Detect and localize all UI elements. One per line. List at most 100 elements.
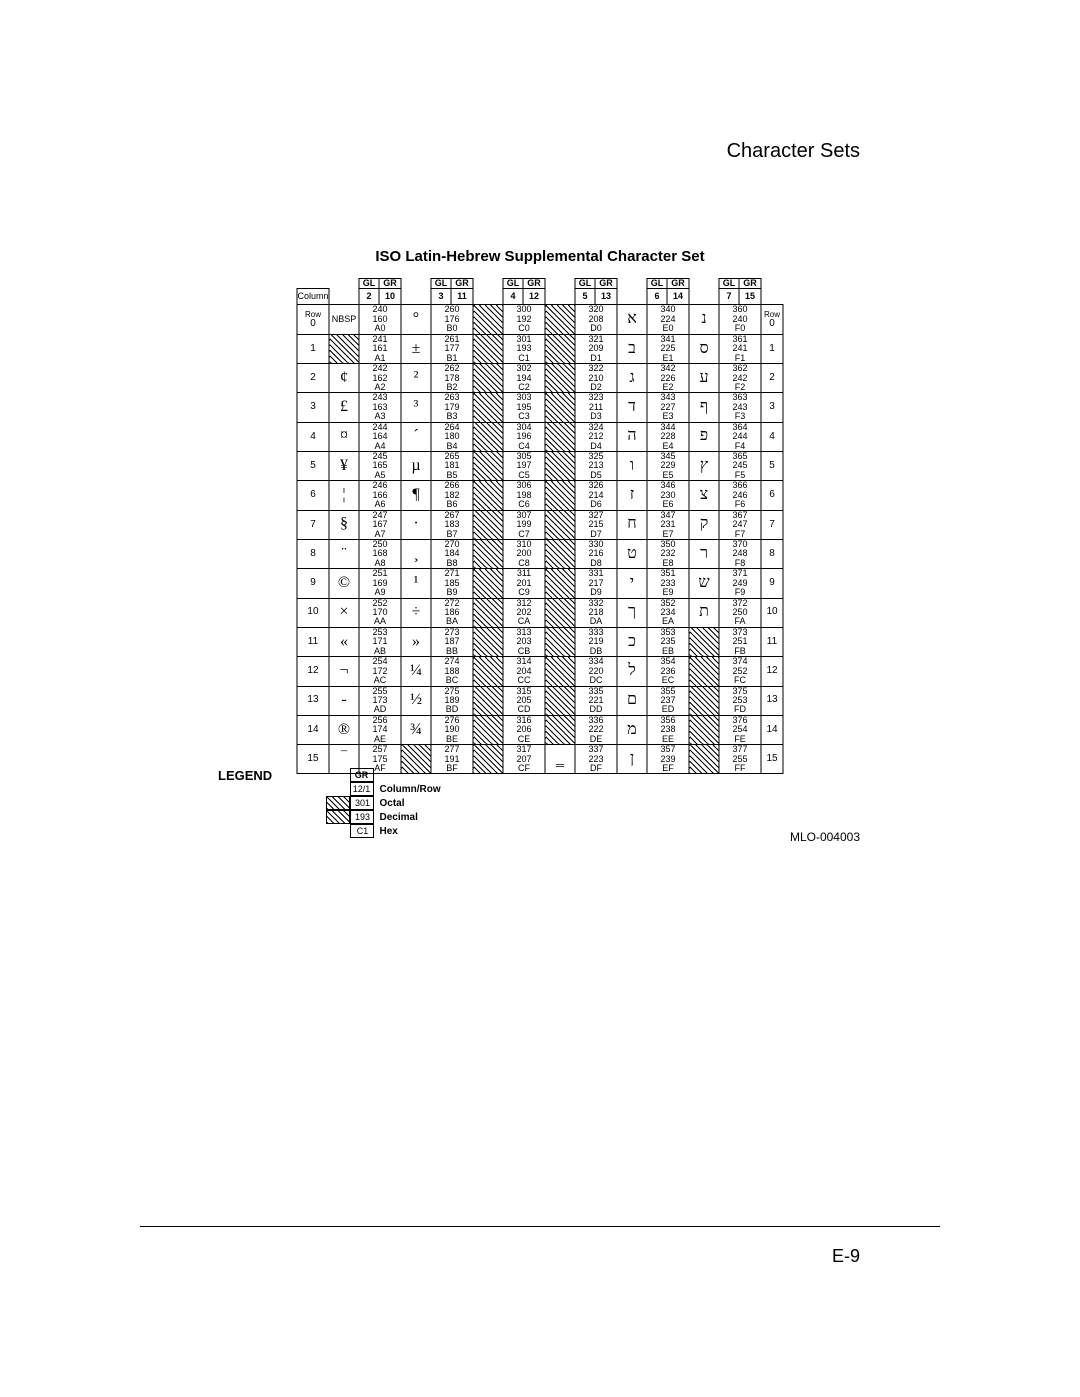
legend-decimal-text: Decimal bbox=[374, 812, 441, 823]
code-cell: 274188BC bbox=[431, 657, 473, 686]
header-gr: GR bbox=[523, 279, 545, 289]
glyph-cell: ן bbox=[617, 745, 647, 774]
code-cell: 242162A2 bbox=[359, 364, 401, 393]
code-cell: 323211D3 bbox=[575, 393, 617, 422]
glyph-cell bbox=[545, 305, 575, 334]
col-gl-4: 4 bbox=[503, 289, 523, 305]
col-gl-7: 7 bbox=[719, 289, 739, 305]
glyph-cell bbox=[545, 657, 575, 686]
glyph-cell bbox=[473, 569, 503, 598]
code-cell: 341225E1 bbox=[647, 334, 689, 363]
code-cell: 316206CE bbox=[503, 715, 545, 744]
glyph-cell bbox=[545, 539, 575, 568]
code-cell: 347231E7 bbox=[647, 510, 689, 539]
code-cell: 373251FB bbox=[719, 627, 761, 656]
legend-octal-sample: 301 bbox=[350, 796, 374, 810]
glyph-cell bbox=[473, 452, 503, 481]
glyph-cell bbox=[689, 745, 719, 774]
code-cell: 303195C3 bbox=[503, 393, 545, 422]
code-cell: 324212D4 bbox=[575, 422, 617, 451]
row-label-right: 13 bbox=[761, 686, 783, 715]
code-cell: 333219DB bbox=[575, 627, 617, 656]
glyph-cell: ¼ bbox=[401, 657, 431, 686]
code-cell: 336222DE bbox=[575, 715, 617, 744]
row-label-right: Row0 bbox=[761, 305, 783, 334]
code-cell: 362242F2 bbox=[719, 364, 761, 393]
header-gr: GR bbox=[667, 279, 689, 289]
header-gr: GR bbox=[739, 279, 761, 289]
code-cell: 261177B1 bbox=[431, 334, 473, 363]
glyph-cell: פ bbox=[689, 422, 719, 451]
glyph-cell: ¾ bbox=[401, 715, 431, 744]
code-cell: 342226E2 bbox=[647, 364, 689, 393]
code-cell: 270184B8 bbox=[431, 539, 473, 568]
row-label-right: 14 bbox=[761, 715, 783, 744]
glyph-cell: ° bbox=[401, 305, 431, 334]
glyph-cell bbox=[689, 657, 719, 686]
glyph-cell: ך bbox=[617, 598, 647, 627]
code-cell: 272186BA bbox=[431, 598, 473, 627]
code-cell: 377255FF bbox=[719, 745, 761, 774]
glyph-cell bbox=[545, 364, 575, 393]
code-cell: 337223DF bbox=[575, 745, 617, 774]
code-cell: 357239EF bbox=[647, 745, 689, 774]
code-cell: 345229E5 bbox=[647, 452, 689, 481]
code-cell: 322210D2 bbox=[575, 364, 617, 393]
code-cell: 241161A1 bbox=[359, 334, 401, 363]
glyph-cell bbox=[473, 364, 503, 393]
code-cell: 374252FC bbox=[719, 657, 761, 686]
glyph-cell: ½ bbox=[401, 686, 431, 715]
glyph-cell: ÷ bbox=[401, 598, 431, 627]
code-cell: 340224E0 bbox=[647, 305, 689, 334]
code-cell: 267183B7 bbox=[431, 510, 473, 539]
glyph-cell: ¥ bbox=[329, 452, 359, 481]
code-cell: 275189BD bbox=[431, 686, 473, 715]
code-cell: 240160A0 bbox=[359, 305, 401, 334]
glyph-cell bbox=[473, 510, 503, 539]
code-cell: 260176B0 bbox=[431, 305, 473, 334]
glyph-cell: « bbox=[329, 627, 359, 656]
glyph-cell: ס bbox=[689, 334, 719, 363]
glyph-cell: £ bbox=[329, 393, 359, 422]
col-gl-5: 5 bbox=[575, 289, 595, 305]
legend-octal-text: Octal bbox=[374, 798, 441, 809]
col-gr-11: 11 bbox=[451, 289, 473, 305]
code-cell: 313203CB bbox=[503, 627, 545, 656]
code-cell: 346230E6 bbox=[647, 481, 689, 510]
glyph-cell bbox=[545, 393, 575, 422]
code-cell: 254172AC bbox=[359, 657, 401, 686]
code-cell: 372250FA bbox=[719, 598, 761, 627]
glyph-cell bbox=[545, 510, 575, 539]
row-label-right: 10 bbox=[761, 598, 783, 627]
row-label-right: 7 bbox=[761, 510, 783, 539]
legend-gr: GR bbox=[350, 768, 374, 782]
glyph-cell: ¨ bbox=[329, 539, 359, 568]
glyph-cell: ² bbox=[401, 364, 431, 393]
code-cell: 350232E8 bbox=[647, 539, 689, 568]
row-label-right: 6 bbox=[761, 481, 783, 510]
code-cell: 250168A8 bbox=[359, 539, 401, 568]
code-cell: 310200C8 bbox=[503, 539, 545, 568]
glyph-cell: ז bbox=[617, 481, 647, 510]
glyph-cell: NBSP bbox=[329, 305, 359, 334]
glyph-cell: ה bbox=[617, 422, 647, 451]
glyph-cell bbox=[545, 452, 575, 481]
code-cell: 315205CD bbox=[503, 686, 545, 715]
header-gl: GL bbox=[719, 279, 739, 289]
row-label-left: 8 bbox=[297, 539, 329, 568]
code-cell: 247167A7 bbox=[359, 510, 401, 539]
legend-colrow-text: Column/Row bbox=[374, 784, 441, 795]
code-cell: 314204CC bbox=[503, 657, 545, 686]
code-cell: 307199C7 bbox=[503, 510, 545, 539]
code-cell: 243163A3 bbox=[359, 393, 401, 422]
glyph-cell bbox=[689, 715, 719, 744]
glyph-cell: ע bbox=[689, 364, 719, 393]
code-cell: 276190BE bbox=[431, 715, 473, 744]
code-cell: 326214D6 bbox=[575, 481, 617, 510]
row-label-right: 5 bbox=[761, 452, 783, 481]
col-gr-14: 14 bbox=[667, 289, 689, 305]
footer-rule bbox=[140, 1226, 940, 1227]
code-cell: 343227E3 bbox=[647, 393, 689, 422]
glyph-cell bbox=[473, 657, 503, 686]
code-cell: 366246F6 bbox=[719, 481, 761, 510]
